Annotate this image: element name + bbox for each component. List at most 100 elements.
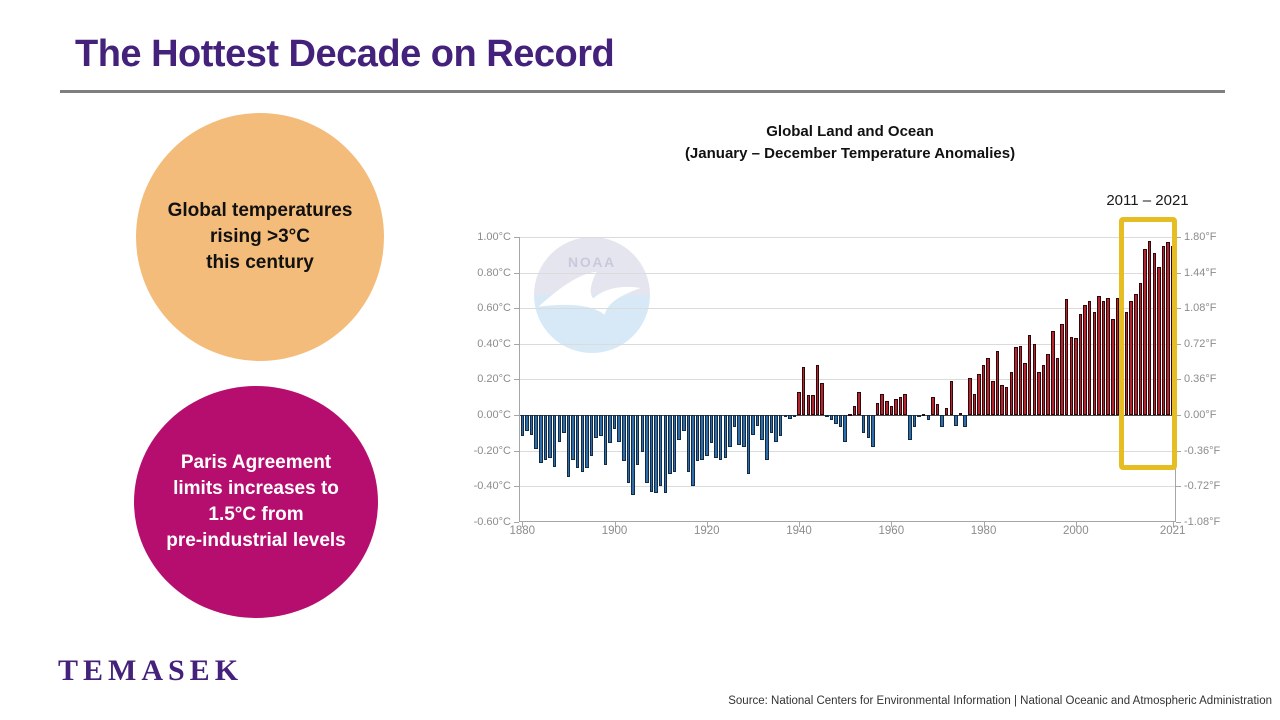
bar-1923	[718, 415, 723, 460]
bar-2012	[1129, 301, 1133, 415]
bar-1957	[875, 402, 880, 415]
y-tick-right	[1176, 486, 1181, 488]
x-tick	[983, 522, 985, 527]
bar-1898	[603, 415, 608, 465]
bar-2007	[1106, 297, 1110, 415]
bar-1958	[880, 393, 884, 415]
bar-1979	[977, 374, 981, 415]
bar-1953	[857, 391, 861, 415]
bar-1949	[838, 415, 843, 428]
bar-1993	[1041, 365, 1046, 415]
bar-1975	[958, 413, 963, 416]
bar-1960	[889, 406, 894, 415]
x-tick	[614, 522, 616, 527]
zero-axis-line	[520, 414, 1175, 416]
bar-1992	[1037, 372, 1041, 415]
bar-1955	[866, 415, 871, 439]
bar-1896	[594, 415, 598, 439]
temperature-anomaly-chart: NOAA 1.00°C 1.80°F 0.80°C 1.44°F 0.60°C 1.08°…	[474, 231, 1221, 537]
x-tick	[1075, 522, 1077, 527]
bar-1968	[926, 415, 930, 421]
chart-title-line2: (January – December Temperature Anomalie…	[684, 145, 1016, 162]
bar-1989	[1023, 363, 1027, 415]
bar-1936	[778, 415, 783, 437]
gridline	[520, 415, 1175, 416]
bar-1963	[903, 393, 907, 415]
y-tick-right	[1176, 415, 1181, 416]
bar-1912	[668, 415, 672, 474]
y-tick-left	[514, 415, 519, 416]
y-tick-label-fahrenheit: 1.80°F	[1184, 231, 1217, 243]
x-axis	[519, 521, 1176, 522]
bar-1880	[520, 415, 525, 437]
bar-1906	[640, 415, 645, 453]
bar-1919	[700, 415, 704, 460]
bar-1922	[714, 415, 718, 458]
bar-1983	[995, 350, 1000, 415]
x-tick	[891, 522, 893, 527]
bar-1940	[797, 391, 801, 415]
y-tick-label-celsius: 1.00°C	[477, 231, 511, 243]
x-tick	[522, 522, 524, 527]
bar-2016	[1147, 240, 1152, 415]
y-tick-right	[1176, 450, 1181, 452]
bar-1888	[557, 415, 561, 442]
bar-1884	[539, 415, 543, 464]
bar-1911	[663, 415, 668, 494]
x-tick-label: 1940	[786, 525, 812, 537]
bar-1932	[760, 415, 764, 440]
bar-1997	[1060, 324, 1064, 415]
bar-2018	[1157, 267, 1161, 415]
bar-1893	[580, 415, 585, 472]
bar-1969	[931, 397, 935, 415]
bar-1943	[811, 395, 815, 415]
bar-1908	[649, 415, 654, 492]
y-tick-right	[1176, 521, 1181, 523]
y-tick-label-celsius: 0.80°C	[477, 266, 511, 279]
x-tick-label: 2000	[1063, 525, 1089, 537]
bar-2013	[1134, 293, 1138, 415]
bar-1946	[825, 415, 829, 417]
y-tick-left	[514, 379, 519, 381]
bar-1886	[548, 415, 552, 458]
bar-1952	[852, 406, 857, 415]
bar-2000	[1074, 338, 1078, 415]
bar-2008	[1111, 318, 1115, 415]
x-tick-label: 1900	[601, 525, 628, 537]
bar-1925	[728, 415, 732, 448]
bar-1934	[769, 415, 774, 433]
bar-1899	[608, 415, 612, 444]
y-tick-right	[1176, 237, 1181, 238]
bar-2020	[1166, 242, 1170, 415]
bar-1981	[986, 358, 990, 415]
page-title: The Hottest Decade on Record	[75, 33, 615, 75]
y-tick-label-fahrenheit: 1.44°F	[1184, 266, 1217, 279]
bar-1931	[755, 415, 760, 426]
bar-1885	[543, 415, 548, 460]
bar-1948	[834, 415, 838, 424]
bar-1973	[949, 381, 954, 415]
callout-paris-agreement: Paris Agreement limits increases to 1.5°…	[134, 386, 378, 618]
bar-1987	[1014, 347, 1018, 415]
x-tick-label: 1960	[878, 525, 905, 537]
bar-1905	[635, 415, 640, 465]
bar-1977	[968, 377, 972, 415]
bar-2014	[1138, 283, 1143, 415]
y-tick-left	[514, 521, 519, 523]
bar-1890	[566, 415, 571, 478]
svg-text:NOAA: NOAA	[568, 254, 616, 270]
y-tick-left	[514, 450, 519, 452]
chart-title-line1: Global Land and Ocean	[766, 123, 934, 140]
bar-1907	[645, 415, 649, 483]
bar-1985	[1004, 386, 1009, 415]
bar-2017	[1152, 253, 1157, 415]
bar-1927	[737, 415, 741, 446]
y-tick-label-fahrenheit: 1.08°F	[1184, 302, 1217, 315]
bar-1918	[695, 415, 700, 462]
bar-1962	[898, 397, 903, 415]
bar-1928	[742, 415, 746, 448]
bar-1917	[691, 415, 695, 487]
bar-2004	[1092, 311, 1097, 415]
bar-1947	[829, 415, 834, 421]
